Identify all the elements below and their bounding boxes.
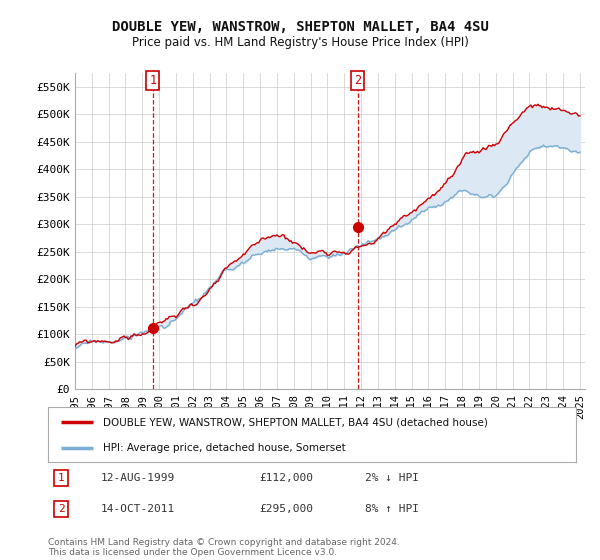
Text: 2: 2 — [354, 74, 361, 87]
Text: 12-AUG-1999: 12-AUG-1999 — [101, 473, 175, 483]
Text: 8% ↑ HPI: 8% ↑ HPI — [365, 504, 419, 514]
Text: 1: 1 — [149, 74, 157, 87]
Text: 2: 2 — [58, 504, 65, 514]
Text: HPI: Average price, detached house, Somerset: HPI: Average price, detached house, Some… — [103, 444, 346, 453]
Text: Contains HM Land Registry data © Crown copyright and database right 2024.
This d: Contains HM Land Registry data © Crown c… — [48, 538, 400, 557]
Text: 14-OCT-2011: 14-OCT-2011 — [101, 504, 175, 514]
Text: £112,000: £112,000 — [259, 473, 313, 483]
Text: £295,000: £295,000 — [259, 504, 313, 514]
Text: DOUBLE YEW, WANSTROW, SHEPTON MALLET, BA4 4SU (detached house): DOUBLE YEW, WANSTROW, SHEPTON MALLET, BA… — [103, 418, 488, 427]
Text: DOUBLE YEW, WANSTROW, SHEPTON MALLET, BA4 4SU: DOUBLE YEW, WANSTROW, SHEPTON MALLET, BA… — [112, 20, 488, 34]
Text: Price paid vs. HM Land Registry's House Price Index (HPI): Price paid vs. HM Land Registry's House … — [131, 36, 469, 49]
Text: 2% ↓ HPI: 2% ↓ HPI — [365, 473, 419, 483]
Text: 1: 1 — [58, 473, 65, 483]
